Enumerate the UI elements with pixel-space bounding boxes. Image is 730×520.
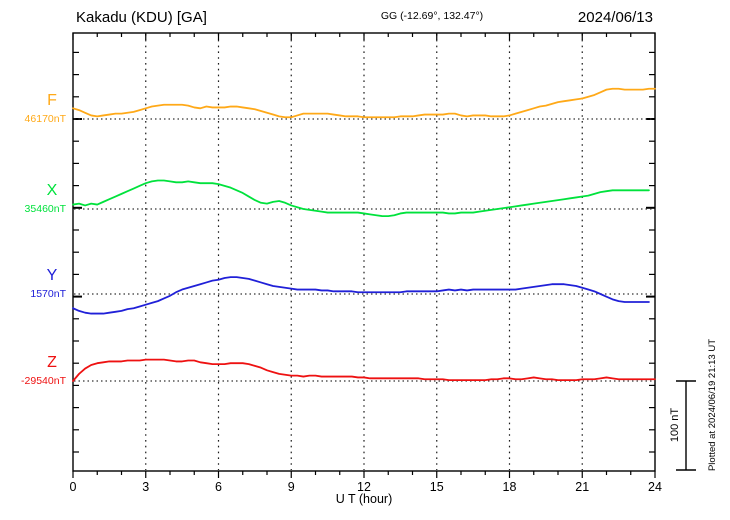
xtick-label-18: 18 xyxy=(503,480,517,494)
xtick-label-9: 9 xyxy=(288,480,295,494)
component-axis-labels: F 46170nT X 35460nT Y 1570nT Z -29540nT xyxy=(21,92,67,387)
component-letter-Y: Y xyxy=(47,267,58,284)
xtick-label-24: 24 xyxy=(648,480,662,494)
trace-F xyxy=(72,87,656,119)
component-letter-Z: Z xyxy=(47,354,57,371)
xtick-label-15: 15 xyxy=(430,480,444,494)
component-baseline-value-F: 46170nT xyxy=(25,113,67,125)
observation-date: 2024/06/13 xyxy=(578,9,653,26)
trace-Y xyxy=(72,276,650,315)
x-axis-title: U T (hour) xyxy=(336,492,393,506)
xtick-label-6: 6 xyxy=(215,480,222,494)
trace-X xyxy=(72,179,650,218)
scale-bar-label: 100 nT xyxy=(669,408,681,443)
scale-bar: 100 nT xyxy=(669,380,696,471)
x-axis-ticks xyxy=(72,33,656,478)
component-letter-X: X xyxy=(47,182,58,199)
station-title: Kakadu (KDU) [GA] xyxy=(76,9,207,26)
component-traces xyxy=(72,87,656,382)
xtick-label-21: 21 xyxy=(575,480,589,494)
trace-Z xyxy=(72,358,656,382)
plotted-timestamp: Plotted at 2024/06/19 21:13 UT xyxy=(707,339,718,471)
component-baseline-value-Z: -29540nT xyxy=(21,375,67,387)
xtick-label-12: 12 xyxy=(357,480,371,494)
geographic-coordinates: GG (-12.69°, 132.47°) xyxy=(381,10,483,22)
xtick-label-3: 3 xyxy=(142,480,149,494)
component-baseline-value-X: 35460nT xyxy=(25,203,67,215)
x-axis-tick-labels: 0 3 6 9 12 15 18 21 24 xyxy=(70,480,662,494)
xtick-label-0: 0 xyxy=(70,480,77,494)
component-letter-F: F xyxy=(47,92,57,109)
component-baseline-value-Y: 1570nT xyxy=(30,288,66,300)
